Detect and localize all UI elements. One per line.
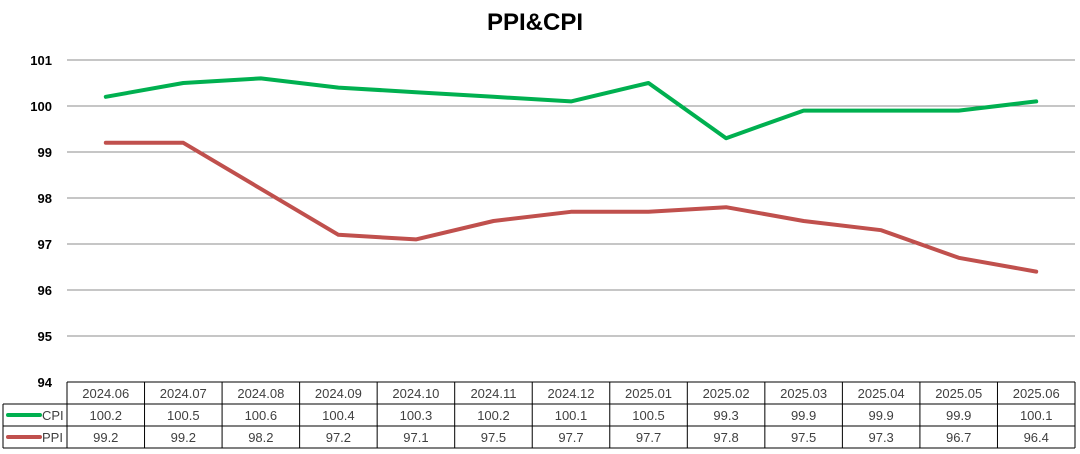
data-label-ppi: 97.3 [868,430,893,445]
category-label: 2024.10 [392,386,439,401]
y-tick-label: 101 [30,53,52,68]
data-label-ppi: 99.2 [93,430,118,445]
gridlines [67,59,1075,337]
data-label-cpi: 100.6 [245,408,278,423]
data-label-cpi: 99.9 [791,408,816,423]
data-label-ppi: 97.7 [558,430,583,445]
y-tick-label: 99 [38,145,52,160]
category-label: 2024.12 [548,386,595,401]
data-label-ppi: 99.2 [171,430,196,445]
category-label: 2025.06 [1013,386,1060,401]
data-label-cpi: 100.5 [167,408,200,423]
y-tick-label: 97 [38,237,52,252]
data-label-cpi: 99.3 [713,408,738,423]
data-label-ppi: 97.5 [791,430,816,445]
category-label: 2025.04 [858,386,905,401]
data-label-ppi: 96.4 [1024,430,1049,445]
data-label-ppi: 97.1 [403,430,428,445]
data-label-ppi: 97.5 [481,430,506,445]
data-label-cpi: 99.9 [946,408,971,423]
legend-label-ppi: PPI [42,430,63,445]
y-tick-label: 100 [30,99,52,114]
data-label-cpi: 100.2 [477,408,510,423]
data-label-cpi: 100.3 [400,408,433,423]
data-label-ppi: 97.7 [636,430,661,445]
data-label-ppi: 97.8 [713,430,738,445]
category-label: 2025.02 [703,386,750,401]
category-label: 2024.08 [237,386,284,401]
data-label-cpi: 100.2 [89,408,122,423]
y-tick-label: 98 [38,191,52,206]
data-label-cpi: 100.1 [555,408,588,423]
chart-title: PPI&CPI [487,9,583,36]
category-label: 2024.07 [160,386,207,401]
data-label-ppi: 96.7 [946,430,971,445]
category-label: 2024.06 [82,386,129,401]
series-line-cpi [103,76,1039,141]
data-label-cpi: 99.9 [868,408,893,423]
y-axis: 94 95 96 97 98 99 100 101 [30,53,52,390]
y-tick-label: 94 [38,375,53,390]
y-tick-label: 95 [38,329,52,344]
data-label-ppi: 98.2 [248,430,273,445]
data-label-ppi: 97.2 [326,430,351,445]
y-tick-label: 96 [38,283,52,298]
data-label-cpi: 100.1 [1020,408,1053,423]
data-label-cpi: 100.4 [322,408,355,423]
data-table: 2024.06 2024.07 2024.08 2024.09 2024.10 2024.… [2,381,1076,449]
category-label: 2024.11 [470,386,516,401]
category-label: 2025.01 [625,386,672,401]
legend-label-cpi: CPI [42,408,64,423]
category-label: 2025.05 [935,386,982,401]
series-line-ppi [103,140,1039,274]
series-lines [103,76,1039,274]
category-label: 2025.03 [780,386,827,401]
category-label: 2024.09 [315,386,362,401]
data-label-cpi: 100.5 [632,408,665,423]
